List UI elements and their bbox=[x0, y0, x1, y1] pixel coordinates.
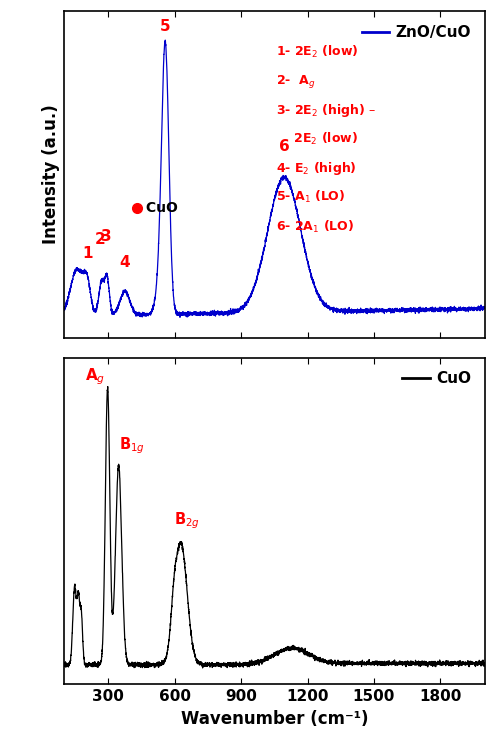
Text: CuO: CuO bbox=[142, 201, 178, 215]
Text: 5: 5 bbox=[160, 19, 171, 34]
Text: 5- A$_1$ (LO): 5- A$_1$ (LO) bbox=[277, 189, 346, 206]
Text: 3- 2E$_2$ (high) –: 3- 2E$_2$ (high) – bbox=[277, 102, 377, 119]
Text: 6: 6 bbox=[279, 139, 290, 154]
Text: B$_{1g}$: B$_{1g}$ bbox=[120, 435, 145, 456]
Text: 6- 2A$_1$ (LO): 6- 2A$_1$ (LO) bbox=[277, 218, 354, 235]
Y-axis label: Intensity (a.u.): Intensity (a.u.) bbox=[42, 105, 60, 245]
Text: A$_g$: A$_g$ bbox=[85, 366, 106, 387]
Text: 2: 2 bbox=[95, 232, 106, 247]
Text: 4: 4 bbox=[119, 255, 129, 270]
Text: 2-  A$_g$: 2- A$_g$ bbox=[277, 73, 316, 90]
Text: 2E$_2$ (low): 2E$_2$ (low) bbox=[277, 131, 358, 147]
Text: 1: 1 bbox=[82, 246, 93, 261]
Text: 4- E$_2$ (high): 4- E$_2$ (high) bbox=[277, 160, 357, 177]
Legend: ZnO/CuO: ZnO/CuO bbox=[356, 19, 477, 46]
Text: 3: 3 bbox=[101, 229, 112, 244]
Legend: CuO: CuO bbox=[396, 365, 477, 393]
Text: 1- 2E$_2$ (low): 1- 2E$_2$ (low) bbox=[277, 44, 359, 60]
X-axis label: Wavenumber (cm⁻¹): Wavenumber (cm⁻¹) bbox=[181, 710, 368, 728]
Text: B$_{2g}$: B$_{2g}$ bbox=[174, 511, 199, 531]
